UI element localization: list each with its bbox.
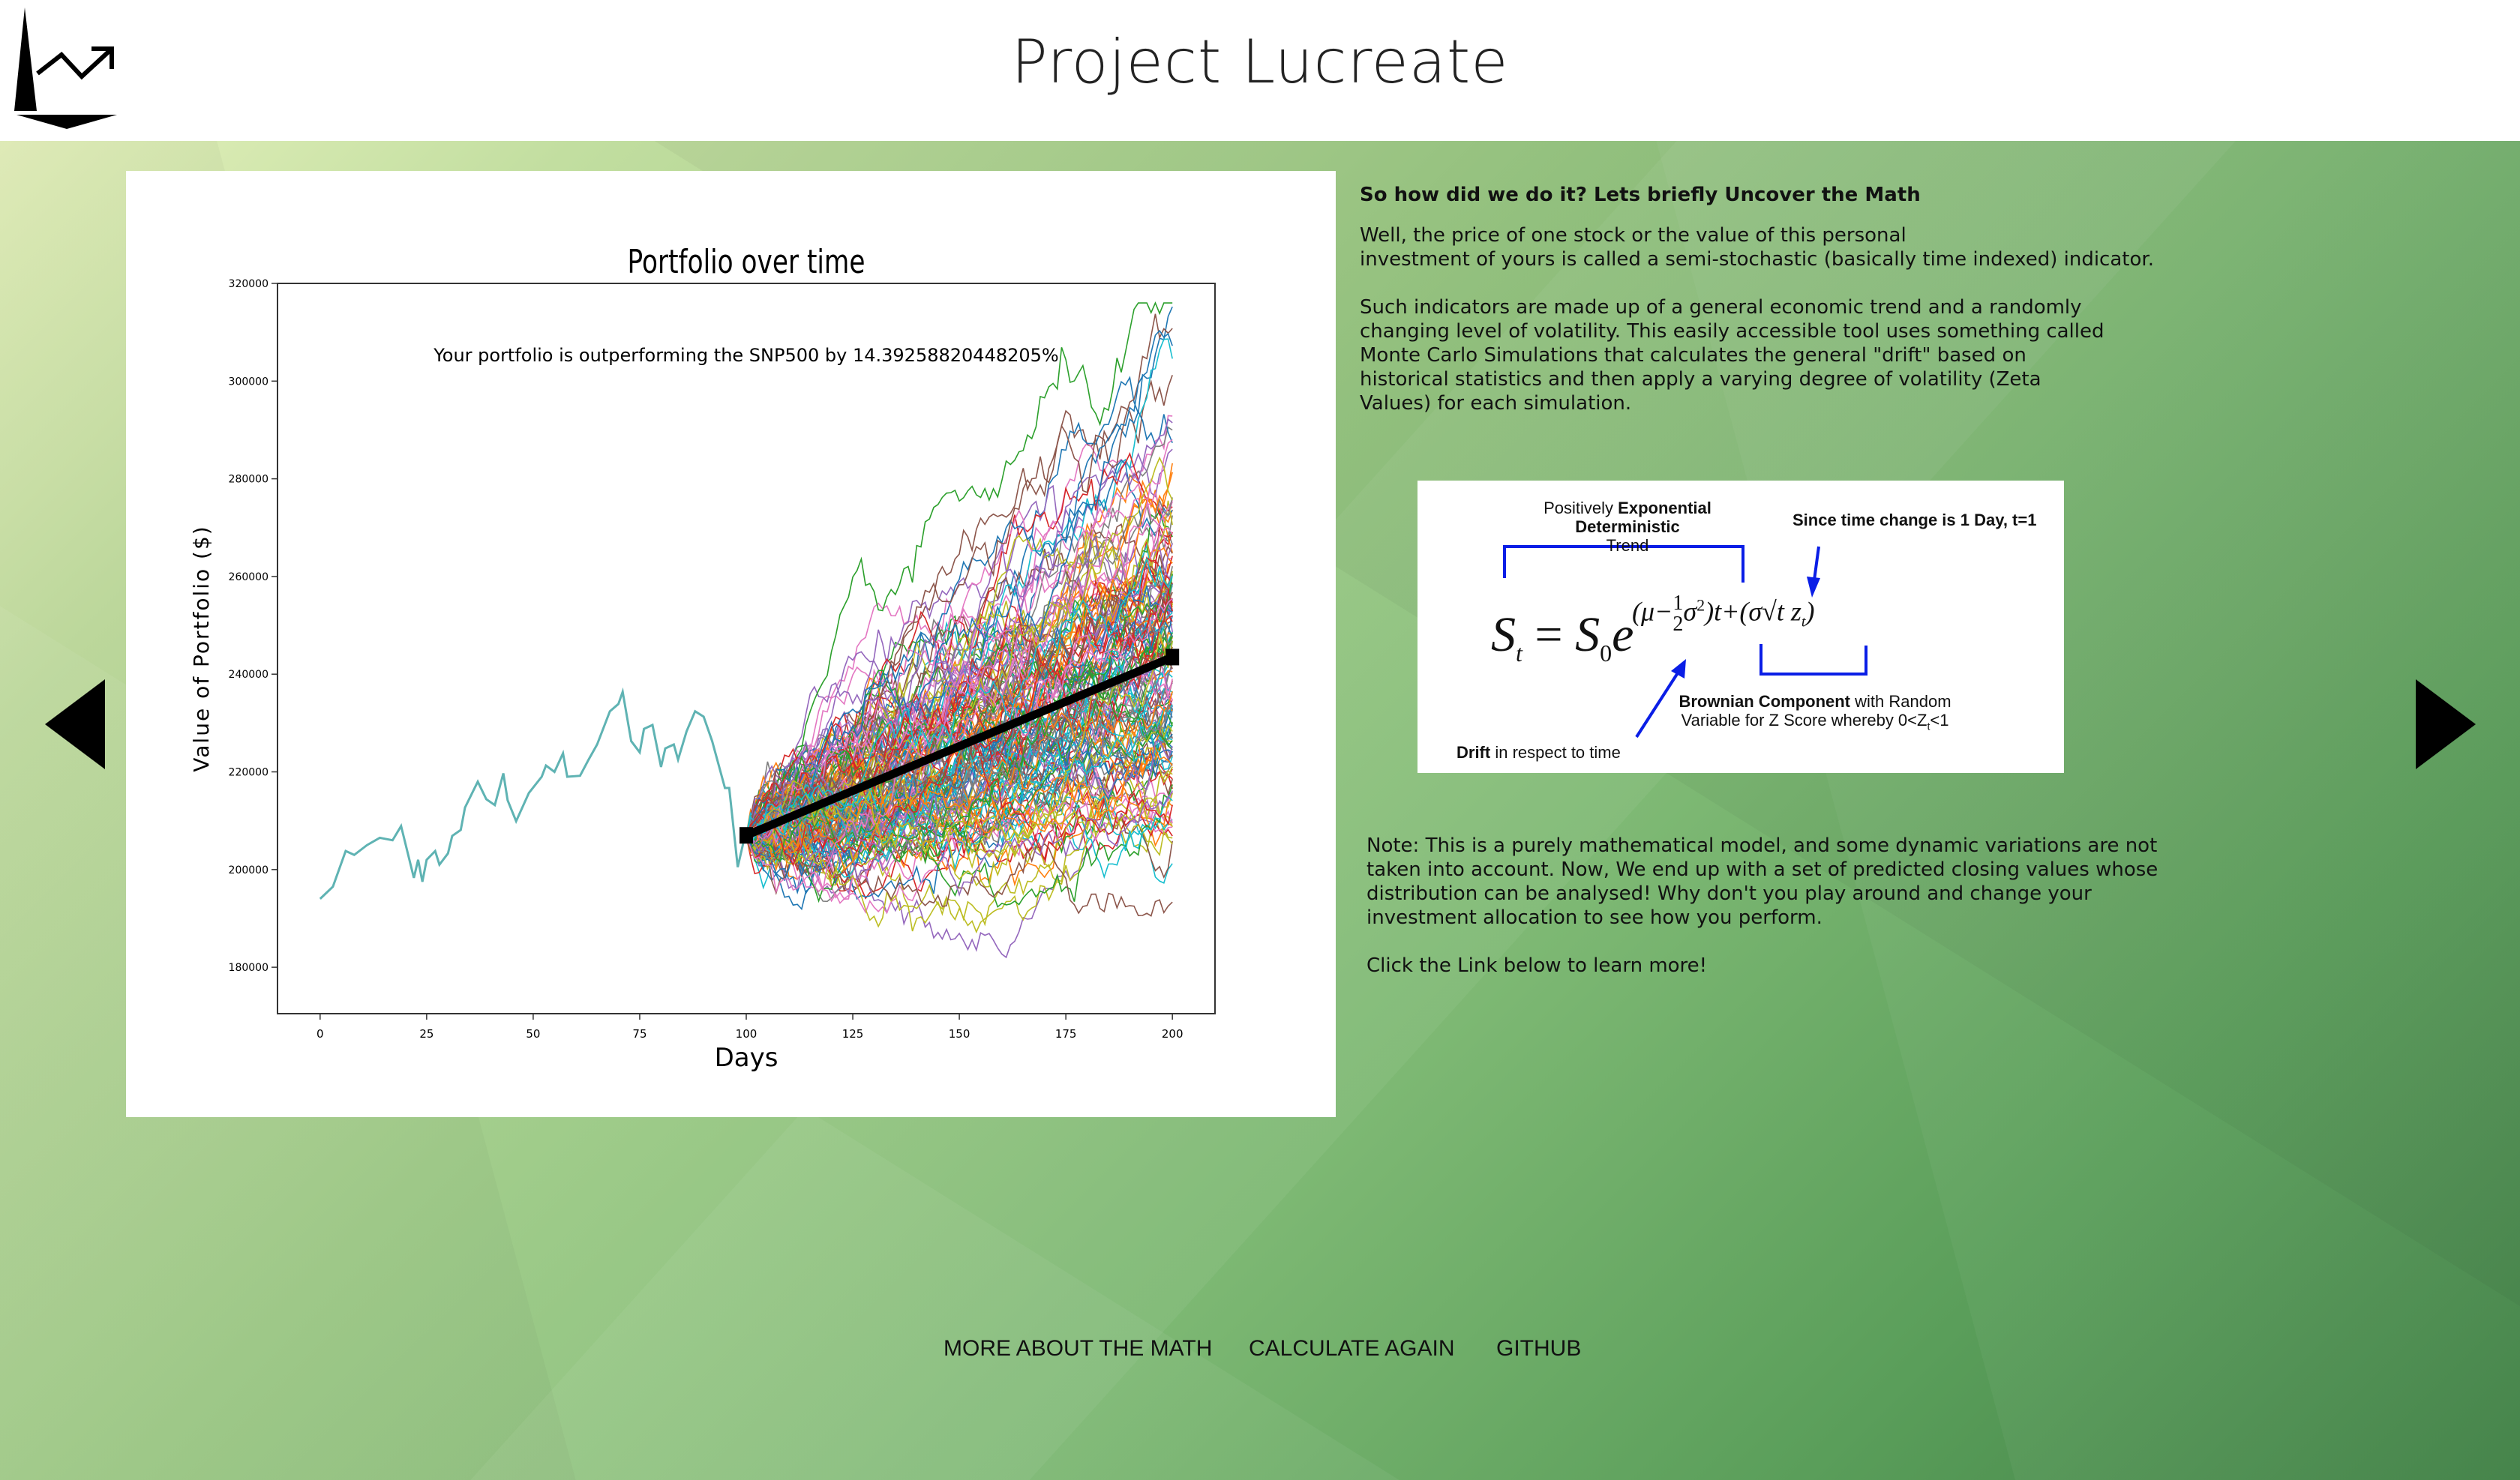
x-tick-label: 100 [736, 1027, 758, 1041]
paragraph-indicators: Such indicators are made up of a general… [1360, 296, 2104, 415]
simulation-line [746, 738, 1173, 867]
simulation-line [746, 598, 1173, 894]
trend-line [744, 653, 1174, 840]
drift-label: Drift in respect to time [1456, 743, 1621, 762]
y-tick-label: 220000 [229, 767, 268, 779]
simulation-line [746, 482, 1173, 836]
cta-text: Click the Link below to learn more! [1366, 954, 1708, 977]
site-header: Project Lucreate [0, 0, 2520, 141]
more-about-math-link[interactable]: MORE ABOUT THE MATH [944, 1336, 1213, 1361]
time-label: Since time change is 1 Day, t=1 [1792, 511, 2037, 529]
y-axis-label: Value of Portfolio ($) [189, 525, 214, 771]
prev-slide-button[interactable] [45, 679, 105, 769]
simulation-line [746, 301, 1173, 836]
simulation-lines [746, 301, 1173, 959]
simulation-line [746, 415, 1173, 837]
github-link[interactable]: GITHUB [1496, 1336, 1582, 1361]
model-note: Note: This is a purely mathematical mode… [1366, 834, 2192, 1002]
gbm-formula-figure: Positively Exponential Deterministic Tren… [1418, 481, 2064, 773]
simulation-line [746, 456, 1173, 850]
simulation-line [746, 585, 1173, 866]
next-slide-button[interactable] [2416, 679, 2476, 769]
simulation-line [746, 556, 1173, 845]
portfolio-chart-card: 0 25 50 75 100 125 150 175 200 180000 200000 22000… [126, 171, 1336, 1117]
simulation-line [746, 691, 1173, 871]
simulation-line [746, 633, 1173, 855]
trend-label: Positively Exponential Deterministic Tren… [1544, 499, 1712, 555]
simulation-line [746, 739, 1173, 882]
simulation-line [746, 559, 1173, 836]
formula-lhs: St = S0e [1491, 607, 1634, 667]
simulation-line [746, 658, 1173, 863]
y-tick-label: 240000 [229, 669, 268, 681]
chart-title: Portfolio over time [628, 243, 866, 281]
x-tick-label: 150 [949, 1027, 970, 1041]
simulation-line [746, 615, 1173, 836]
simulation-line [746, 329, 1173, 836]
x-tick-label: 0 [316, 1027, 324, 1041]
simulation-line [746, 409, 1173, 849]
simulation-line [746, 682, 1173, 836]
simulation-line [746, 750, 1173, 897]
simulation-line [746, 790, 1173, 959]
calculate-again-link[interactable]: CALCULATE AGAIN [1249, 1336, 1455, 1361]
y-tick-label: 300000 [229, 376, 268, 388]
x-tick-label: 200 [1162, 1027, 1184, 1041]
portfolio-chart: 0 25 50 75 100 125 150 175 200 180000 200000 22000… [189, 243, 1216, 1073]
trend-marker [1166, 649, 1180, 666]
x-tick-label: 175 [1055, 1027, 1077, 1041]
y-tick-label: 260000 [229, 571, 268, 583]
brownian-label: Brownian Component with Random Variable f… [1678, 692, 1952, 733]
chart-annotation: Your portfolio is outperforming the SNP5… [433, 345, 1058, 366]
historical-portfolio-line [319, 687, 748, 900]
simulation-line [746, 703, 1173, 848]
chart-trend-logo-icon[interactable] [10, 7, 123, 131]
y-tick-label: 200000 [229, 864, 268, 876]
simulation-line [746, 704, 1173, 836]
x-tick-label: 25 [419, 1027, 434, 1041]
formula-exponent: (μ−1 2σ2)t+(σ√t zt) [1632, 592, 1815, 636]
section-heading: So how did we do it? Lets briefly Uncove… [1360, 184, 1921, 206]
note-text: Note: This is a purely mathematical mode… [1366, 834, 2158, 929]
simulation-line [746, 784, 1173, 908]
x-tick-label: 125 [842, 1027, 864, 1041]
simulation-line [746, 798, 1173, 879]
math-explanation: So how did we do it? Lets briefly Uncove… [1360, 183, 2200, 439]
trend-marker [740, 827, 753, 844]
y-axis-ticks: 180000 200000 220000 240000 260000 280000 3000… [229, 278, 278, 974]
paragraph-intro: Well, the price of one stock or the valu… [1360, 223, 2200, 271]
x-tick-label: 75 [632, 1027, 646, 1041]
x-axis-ticks: 0 25 50 75 100 125 150 175 200 [316, 1014, 1184, 1041]
formula-brackets [1503, 545, 1868, 739]
y-tick-label: 180000 [229, 962, 268, 974]
simulation-line [746, 679, 1173, 858]
simulation-line [746, 637, 1173, 836]
intro-line-2: investment of yours is called a semi-sto… [1360, 248, 2154, 271]
site-title: Project Lucreate [1011, 27, 1509, 97]
intro-line-1: Well, the price of one stock or the valu… [1360, 224, 1906, 247]
x-tick-label: 50 [526, 1027, 540, 1041]
simulation-line [746, 833, 1173, 917]
y-tick-label: 320000 [229, 278, 268, 290]
y-tick-label: 280000 [229, 474, 268, 486]
x-axis-label: Days [715, 1043, 778, 1073]
